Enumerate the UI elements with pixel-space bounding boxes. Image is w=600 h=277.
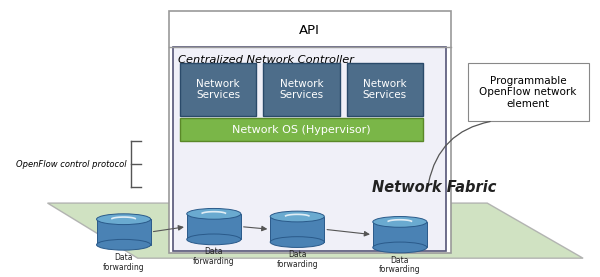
Text: Data
forwarding: Data forwarding [103, 253, 145, 271]
FancyBboxPatch shape [169, 11, 451, 253]
Text: Network Fabric: Network Fabric [371, 180, 496, 195]
FancyBboxPatch shape [173, 47, 446, 252]
Text: Network
Services: Network Services [280, 79, 323, 100]
Polygon shape [47, 203, 583, 258]
Text: Network
Services: Network Services [363, 79, 407, 100]
Text: Network
Services: Network Services [196, 79, 240, 100]
Ellipse shape [270, 237, 325, 247]
Ellipse shape [187, 234, 241, 245]
FancyBboxPatch shape [180, 118, 423, 141]
Text: Programmable
OpenFlow network
element: Programmable OpenFlow network element [479, 76, 577, 109]
Text: OpenFlow control protocol: OpenFlow control protocol [16, 160, 127, 169]
FancyBboxPatch shape [270, 217, 325, 242]
Text: Data
forwarding: Data forwarding [193, 247, 235, 266]
FancyBboxPatch shape [180, 63, 256, 116]
Text: Data
forwarding: Data forwarding [379, 255, 421, 274]
Ellipse shape [270, 211, 325, 222]
FancyBboxPatch shape [187, 214, 241, 239]
FancyBboxPatch shape [467, 63, 589, 121]
FancyBboxPatch shape [97, 219, 151, 245]
Text: Network OS (Hypervisor): Network OS (Hypervisor) [232, 125, 371, 135]
Ellipse shape [97, 239, 151, 250]
Ellipse shape [373, 217, 427, 227]
Ellipse shape [187, 209, 241, 219]
Text: Centralized Network Controller: Centralized Network Controller [178, 55, 354, 65]
FancyBboxPatch shape [347, 63, 423, 116]
FancyBboxPatch shape [373, 222, 427, 247]
FancyBboxPatch shape [263, 63, 340, 116]
Text: Data
forwarding: Data forwarding [277, 250, 318, 269]
Ellipse shape [373, 242, 427, 253]
Ellipse shape [97, 214, 151, 225]
Text: API: API [299, 24, 320, 37]
